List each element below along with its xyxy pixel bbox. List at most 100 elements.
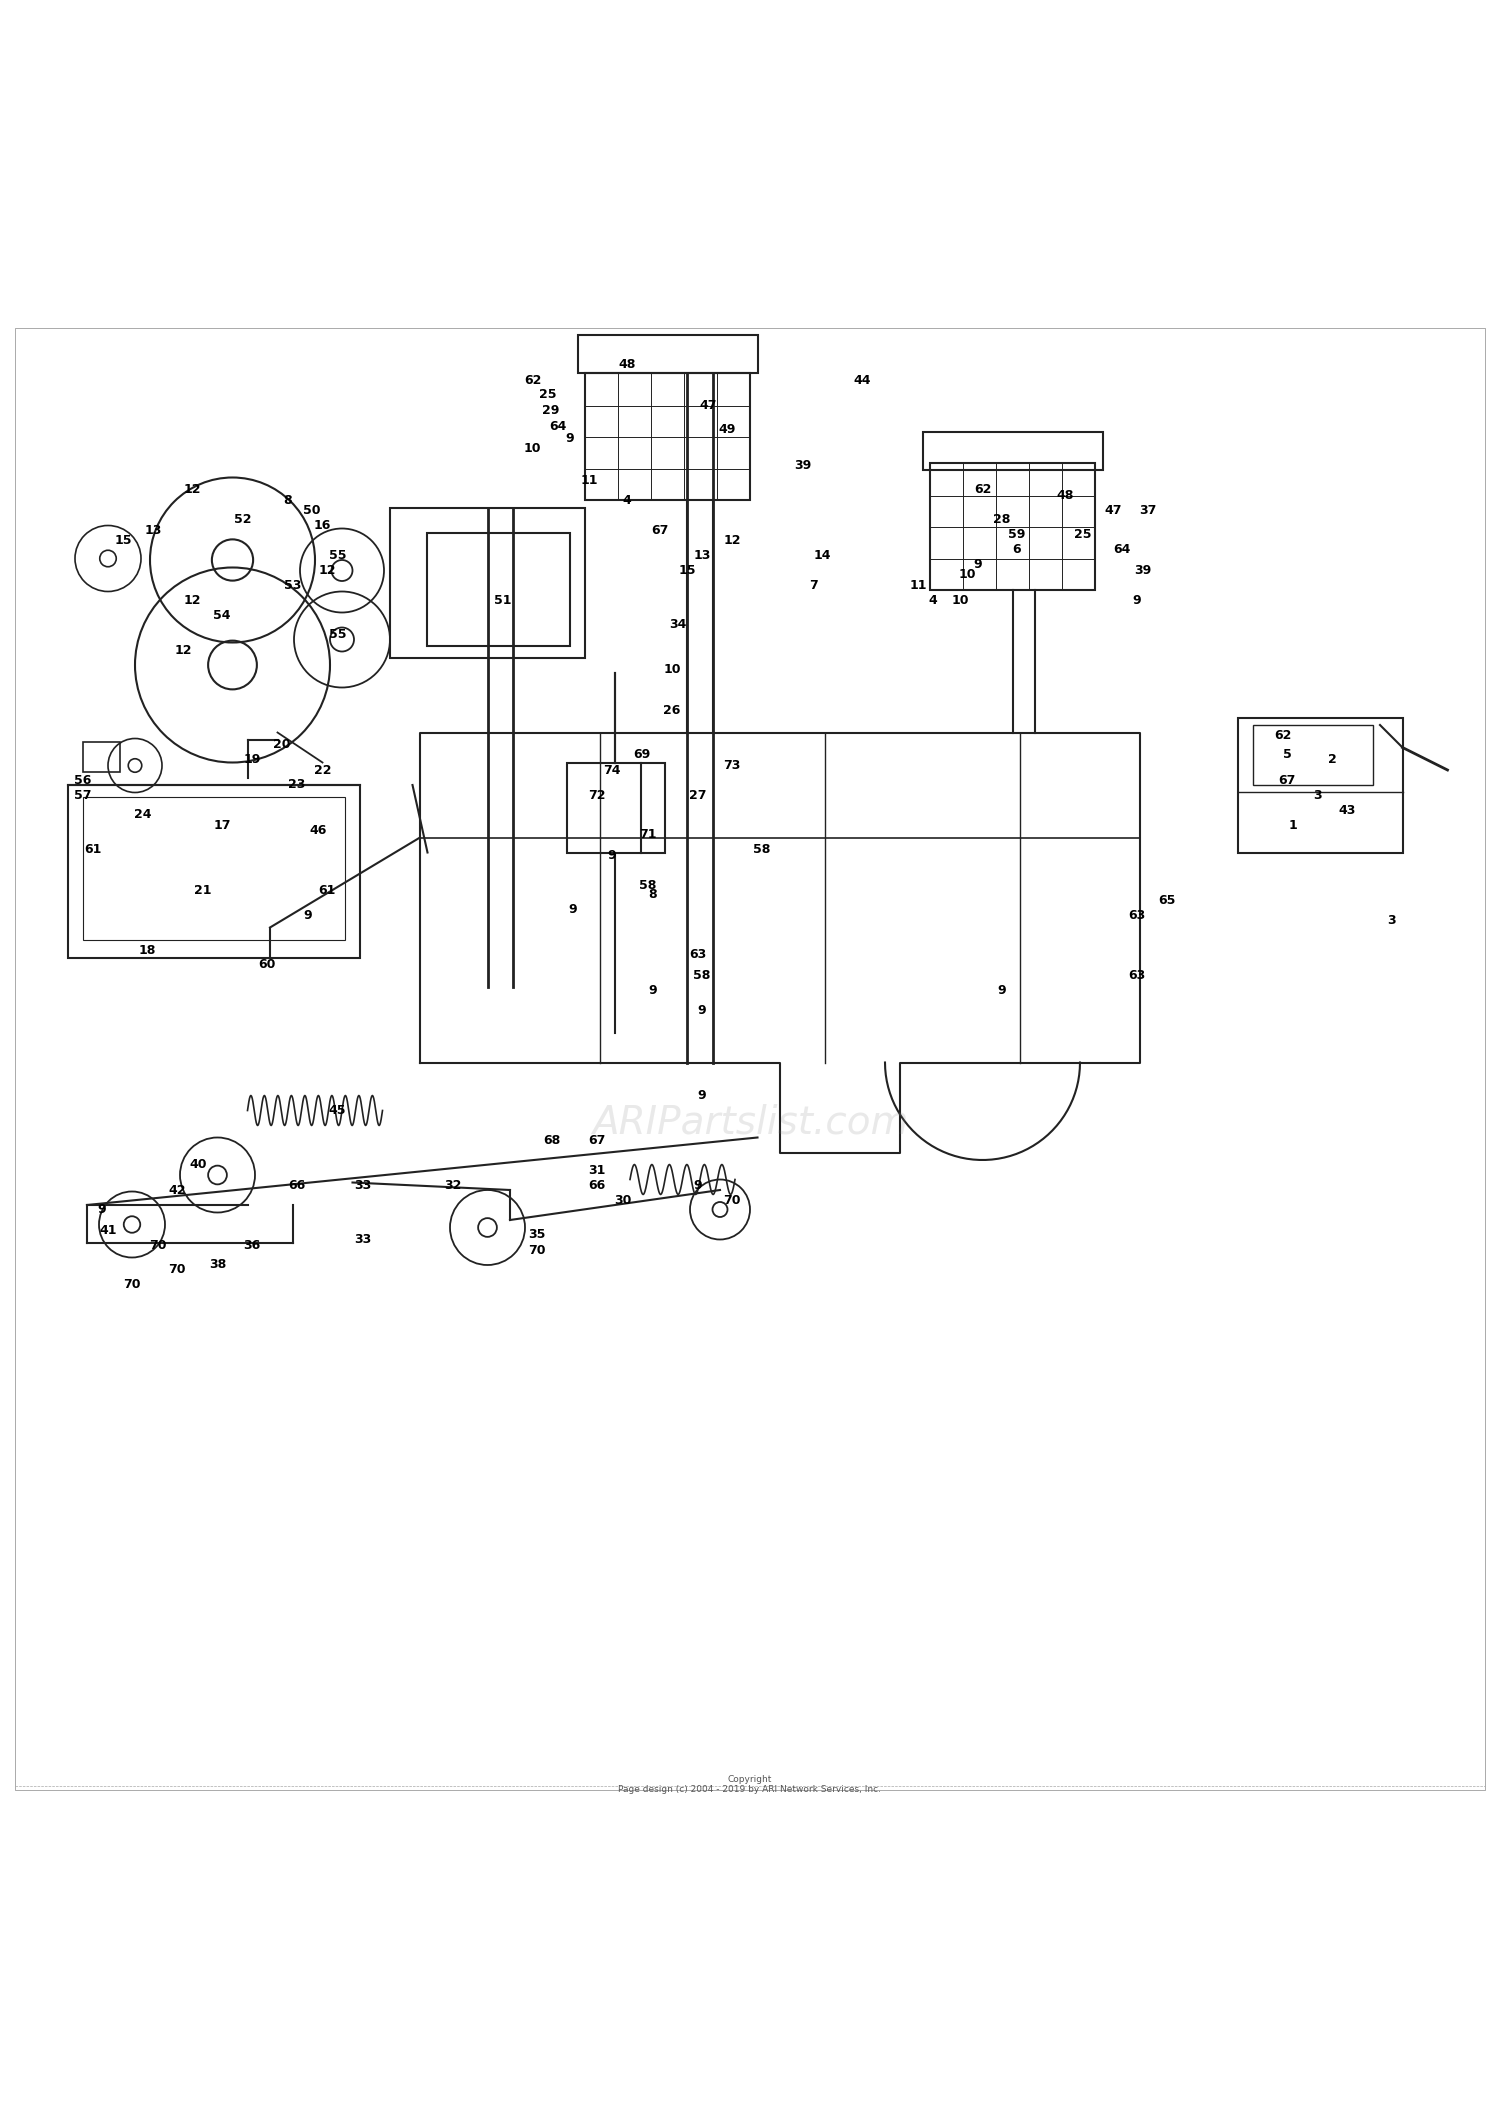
Text: 8: 8 (648, 888, 657, 901)
Bar (567, 763, 664, 852)
Text: 69: 69 (633, 748, 651, 761)
Text: 70: 70 (723, 1194, 741, 1207)
Text: 20: 20 (273, 737, 291, 750)
Text: Copyright
Page design (c) 2004 - 2019 by ARI Network Services, Inc.: Copyright Page design (c) 2004 - 2019 by… (618, 1774, 882, 1794)
Text: 25: 25 (538, 389, 556, 402)
Text: 35: 35 (528, 1228, 546, 1241)
Text: 46: 46 (309, 824, 327, 837)
Text: 68: 68 (543, 1135, 561, 1148)
Text: 1: 1 (1288, 818, 1298, 833)
Text: 53: 53 (284, 578, 302, 593)
Text: 48: 48 (1056, 489, 1074, 501)
Text: 61: 61 (318, 884, 336, 897)
Text: 63: 63 (688, 948, 706, 960)
Text: 28: 28 (993, 512, 1011, 527)
Text: 59: 59 (1008, 527, 1026, 542)
Bar (585, 372, 750, 499)
Text: 55: 55 (328, 548, 346, 561)
Text: 38: 38 (209, 1258, 226, 1271)
Bar (427, 533, 570, 646)
Text: 6: 6 (1013, 544, 1022, 557)
Text: 66: 66 (288, 1179, 306, 1192)
Text: 12: 12 (723, 533, 741, 546)
Bar (1252, 725, 1372, 784)
Text: 67: 67 (1278, 774, 1296, 786)
Text: 49: 49 (718, 423, 736, 436)
Text: 62: 62 (524, 374, 542, 387)
Text: 40: 40 (189, 1158, 207, 1171)
Text: 70: 70 (168, 1262, 186, 1275)
Text: 29: 29 (542, 404, 560, 416)
Text: 65: 65 (1158, 895, 1176, 907)
Text: 9: 9 (698, 1088, 706, 1103)
Text: 7: 7 (808, 578, 818, 593)
Bar (68, 784, 360, 958)
Text: 39: 39 (794, 459, 812, 472)
Text: 39: 39 (1134, 563, 1152, 578)
Text: 4: 4 (928, 595, 938, 608)
Text: 71: 71 (639, 829, 657, 842)
Text: 42: 42 (168, 1184, 186, 1196)
Text: 15: 15 (678, 563, 696, 578)
Text: 12: 12 (174, 644, 192, 657)
Text: 12: 12 (183, 595, 201, 608)
Bar (922, 434, 1102, 470)
Text: 52: 52 (234, 512, 252, 527)
Text: 32: 32 (444, 1179, 462, 1192)
Text: 9: 9 (568, 903, 578, 916)
Text: 41: 41 (99, 1224, 117, 1237)
Text: 9: 9 (974, 559, 982, 572)
Text: 9: 9 (648, 984, 657, 997)
Text: 10: 10 (524, 442, 542, 455)
Text: 34: 34 (669, 618, 687, 631)
Text: 48: 48 (618, 359, 636, 372)
Text: 47: 47 (1104, 504, 1122, 516)
Text: 13: 13 (144, 523, 162, 536)
Text: 64: 64 (549, 421, 567, 433)
Text: 70: 70 (148, 1239, 166, 1252)
Text: 66: 66 (588, 1179, 606, 1192)
Text: 14: 14 (813, 548, 831, 561)
Text: 9: 9 (566, 431, 574, 444)
Text: 70: 70 (123, 1277, 141, 1292)
Text: 56: 56 (74, 774, 92, 786)
Text: 47: 47 (699, 400, 717, 412)
Text: 55: 55 (328, 629, 346, 642)
Text: 17: 17 (213, 818, 231, 833)
Text: 10: 10 (663, 663, 681, 676)
Text: 13: 13 (693, 548, 711, 561)
Text: 45: 45 (328, 1105, 346, 1118)
Text: 4: 4 (622, 493, 632, 506)
Text: 9: 9 (998, 984, 1006, 997)
Text: 31: 31 (588, 1164, 606, 1177)
Text: 12: 12 (318, 563, 336, 578)
Text: 64: 64 (1113, 544, 1131, 557)
Text: 18: 18 (138, 944, 156, 956)
Text: 62: 62 (974, 482, 992, 495)
Text: 58: 58 (693, 969, 711, 982)
Text: 24: 24 (134, 808, 152, 822)
Text: 73: 73 (723, 759, 741, 771)
Text: 19: 19 (243, 752, 261, 765)
Text: 54: 54 (213, 610, 231, 623)
Text: 58: 58 (753, 844, 771, 856)
Text: 2: 2 (1328, 752, 1336, 765)
Text: 10: 10 (958, 570, 976, 582)
Text: 22: 22 (314, 763, 332, 776)
Text: 50: 50 (303, 504, 321, 516)
Text: 43: 43 (1338, 803, 1356, 816)
Text: 67: 67 (651, 523, 669, 536)
Text: ARIPartslist.com: ARIPartslist.com (592, 1103, 908, 1141)
Text: 27: 27 (688, 788, 706, 801)
Text: 10: 10 (951, 595, 969, 608)
Text: 72: 72 (588, 788, 606, 801)
Text: 9: 9 (698, 1003, 706, 1016)
Text: 9: 9 (693, 1179, 702, 1192)
Text: 11: 11 (909, 578, 927, 593)
Bar (390, 508, 585, 657)
Text: 8: 8 (284, 493, 292, 506)
Text: 60: 60 (258, 958, 276, 971)
Text: 36: 36 (243, 1239, 261, 1252)
Text: 15: 15 (114, 533, 132, 546)
Text: 12: 12 (183, 482, 201, 495)
